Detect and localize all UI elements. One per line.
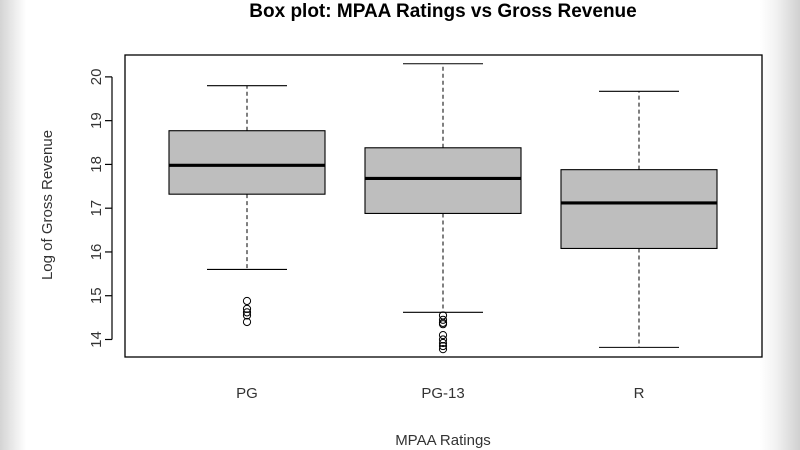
- y-tick-label: 14: [88, 331, 105, 348]
- box-r: [560, 169, 718, 250]
- outlier-point: [438, 331, 448, 340]
- y-tick-label: 17: [88, 200, 105, 217]
- outlier-point: [242, 311, 252, 320]
- outlier-point: [438, 320, 448, 329]
- y-tick-label: 20: [88, 69, 105, 86]
- x-axis-label: MPAA Ratings: [395, 432, 491, 449]
- plot-frame: [124, 54, 763, 358]
- outlier-point: [438, 338, 448, 348]
- y-tick-label: 15: [88, 287, 105, 304]
- left-edge-shadow: [0, 0, 26, 450]
- x-tick-label: PG-13: [421, 385, 464, 402]
- outlier-point: [438, 315, 448, 324]
- outlier-point: [242, 308, 252, 317]
- box-pg-13: [364, 147, 522, 214]
- outlier-point: [438, 345, 448, 354]
- outlier-point: [242, 317, 252, 327]
- box-pg: [168, 130, 326, 195]
- y-tick-label: 18: [88, 156, 105, 173]
- plot-marks: 14 15 16 17 18 19 20 PG PG-13 R: [88, 63, 718, 402]
- y-tick-label: 19: [88, 112, 105, 129]
- y-tick-label: 16: [88, 244, 105, 261]
- outlier-point: [438, 335, 448, 344]
- chart-title: Box plot: MPAA Ratings vs Gross Revenue: [249, 1, 636, 22]
- outlier-point: [242, 304, 252, 313]
- x-tick-label: R: [634, 385, 645, 402]
- y-axis-label: Log of Gross Revenue: [39, 130, 56, 280]
- x-tick-label: PG: [236, 385, 258, 402]
- right-edge-shadow: [760, 0, 800, 450]
- outlier-point: [242, 296, 252, 306]
- outlier-point: [438, 341, 448, 351]
